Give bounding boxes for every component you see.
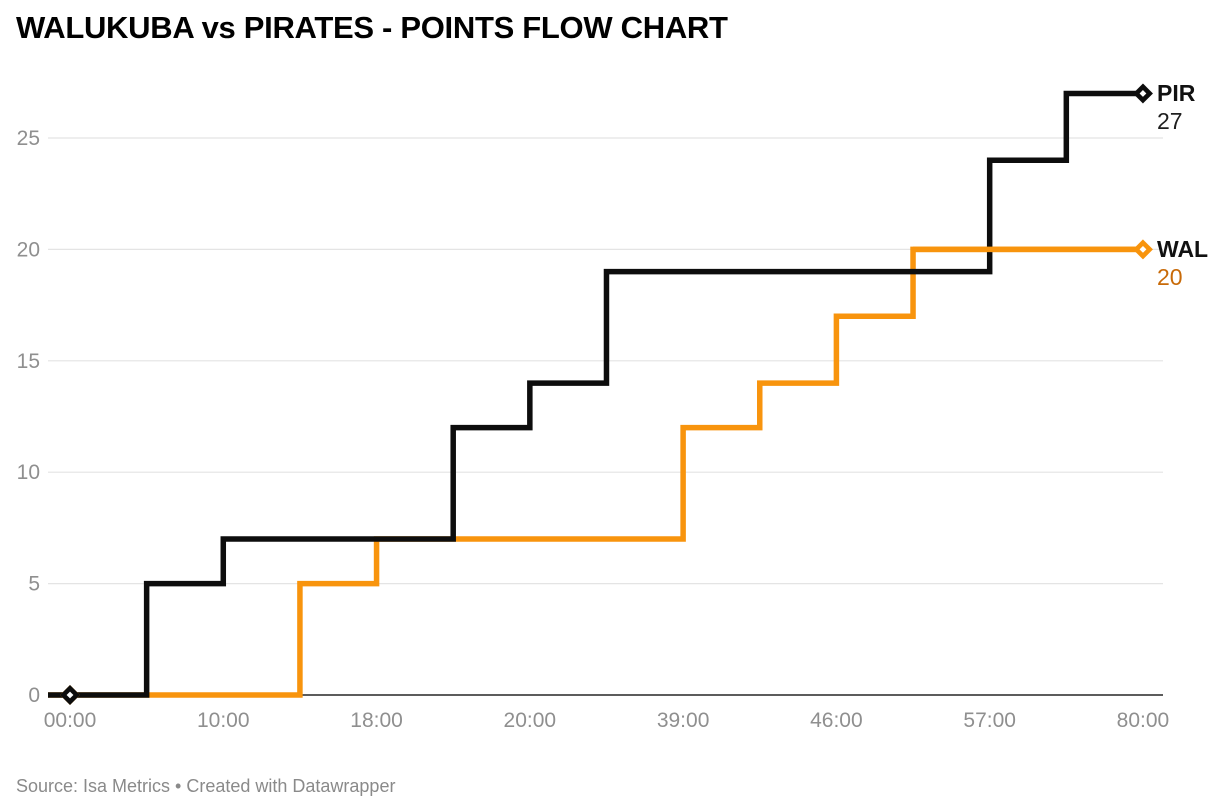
series-name-pir: PIR	[1157, 80, 1196, 107]
x-axis-tick-label: 18:00	[350, 709, 403, 732]
series-end-label-wal: WAL 20	[1157, 235, 1220, 291]
y-axis-tick-label: 5	[28, 573, 40, 596]
series-final-value-wal: 20	[1157, 264, 1183, 291]
y-axis-tick-label: 20	[17, 238, 40, 261]
y-axis-tick-label: 15	[17, 350, 40, 373]
series-final-value-pir: 27	[1157, 108, 1183, 135]
y-axis-tick-label: 25	[17, 127, 40, 150]
wal-end-marker[interactable]	[1132, 239, 1153, 260]
pir-line[interactable]	[48, 90, 1143, 698]
x-axis-tick-label: 00:00	[44, 709, 97, 732]
wal-line[interactable]	[48, 246, 1143, 698]
x-axis-tick-label: 10:00	[197, 709, 250, 732]
x-axis-tick-label: 46:00	[810, 709, 863, 732]
chart-footer: Source: Isa Metrics • Created with Dataw…	[16, 776, 396, 796]
series-end-label-pir: PIR 27	[1157, 79, 1220, 135]
y-axis-tick-label: 10	[17, 461, 40, 484]
chart-title: WALUKUBA vs PIRATES - POINTS FLOW CHART	[16, 10, 728, 45]
x-axis-tick-label: 57:00	[963, 709, 1016, 732]
pir-end-marker[interactable]	[1132, 83, 1153, 104]
y-axis-tick-label: 0	[28, 684, 40, 707]
x-axis-tick-label: 39:00	[657, 709, 710, 732]
x-axis-tick-label: 20:00	[504, 709, 557, 732]
pir-start-marker[interactable]	[60, 685, 80, 705]
series-name-wal: WAL	[1157, 236, 1209, 263]
x-axis-tick-label: 80:00	[1117, 709, 1170, 732]
